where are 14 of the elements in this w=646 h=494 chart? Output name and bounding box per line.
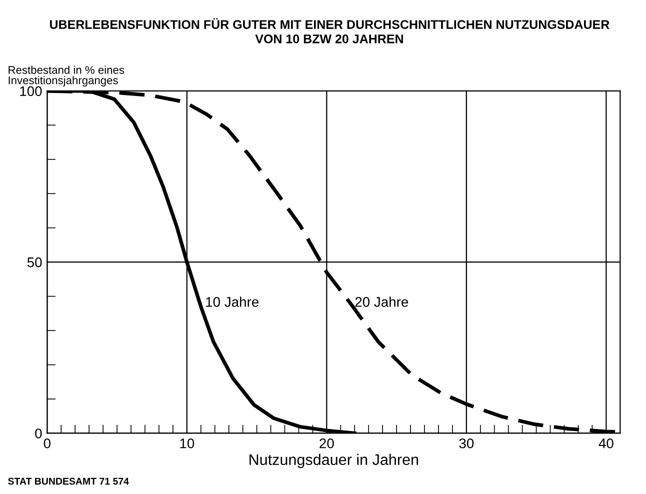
- y-tick-label: 100: [20, 86, 42, 96]
- x-axis-title: Nutzungsdauer in Jahren: [250, 454, 418, 468]
- y-tick-label: 0: [35, 428, 42, 438]
- y-axis-title: Restbestand in % eines Investitionsjahrganges: [8, 66, 124, 86]
- x-tick-label: 0: [44, 438, 50, 448]
- x-tick-label: 10: [180, 438, 194, 448]
- y-tick-label: 50: [27, 257, 42, 268]
- chart-title: UBERLEBENSFUNKTION FÜR GUTER MIT EINER DURCHSCHNITTLICHEN NUTZUNGSDAUER VON 10 BZW 20 JAHREN: [50, 18, 610, 44]
- x-tick-label: 20: [320, 438, 334, 448]
- x-tick-label: 40: [598, 438, 614, 448]
- annotation: 10 Jahre: [206, 296, 259, 307]
- x-tick-label: 30: [459, 438, 474, 448]
- text: STAT BUNDESAMT 71 574: [8, 478, 129, 485]
- annotation: 20 Jahre: [355, 296, 408, 307]
